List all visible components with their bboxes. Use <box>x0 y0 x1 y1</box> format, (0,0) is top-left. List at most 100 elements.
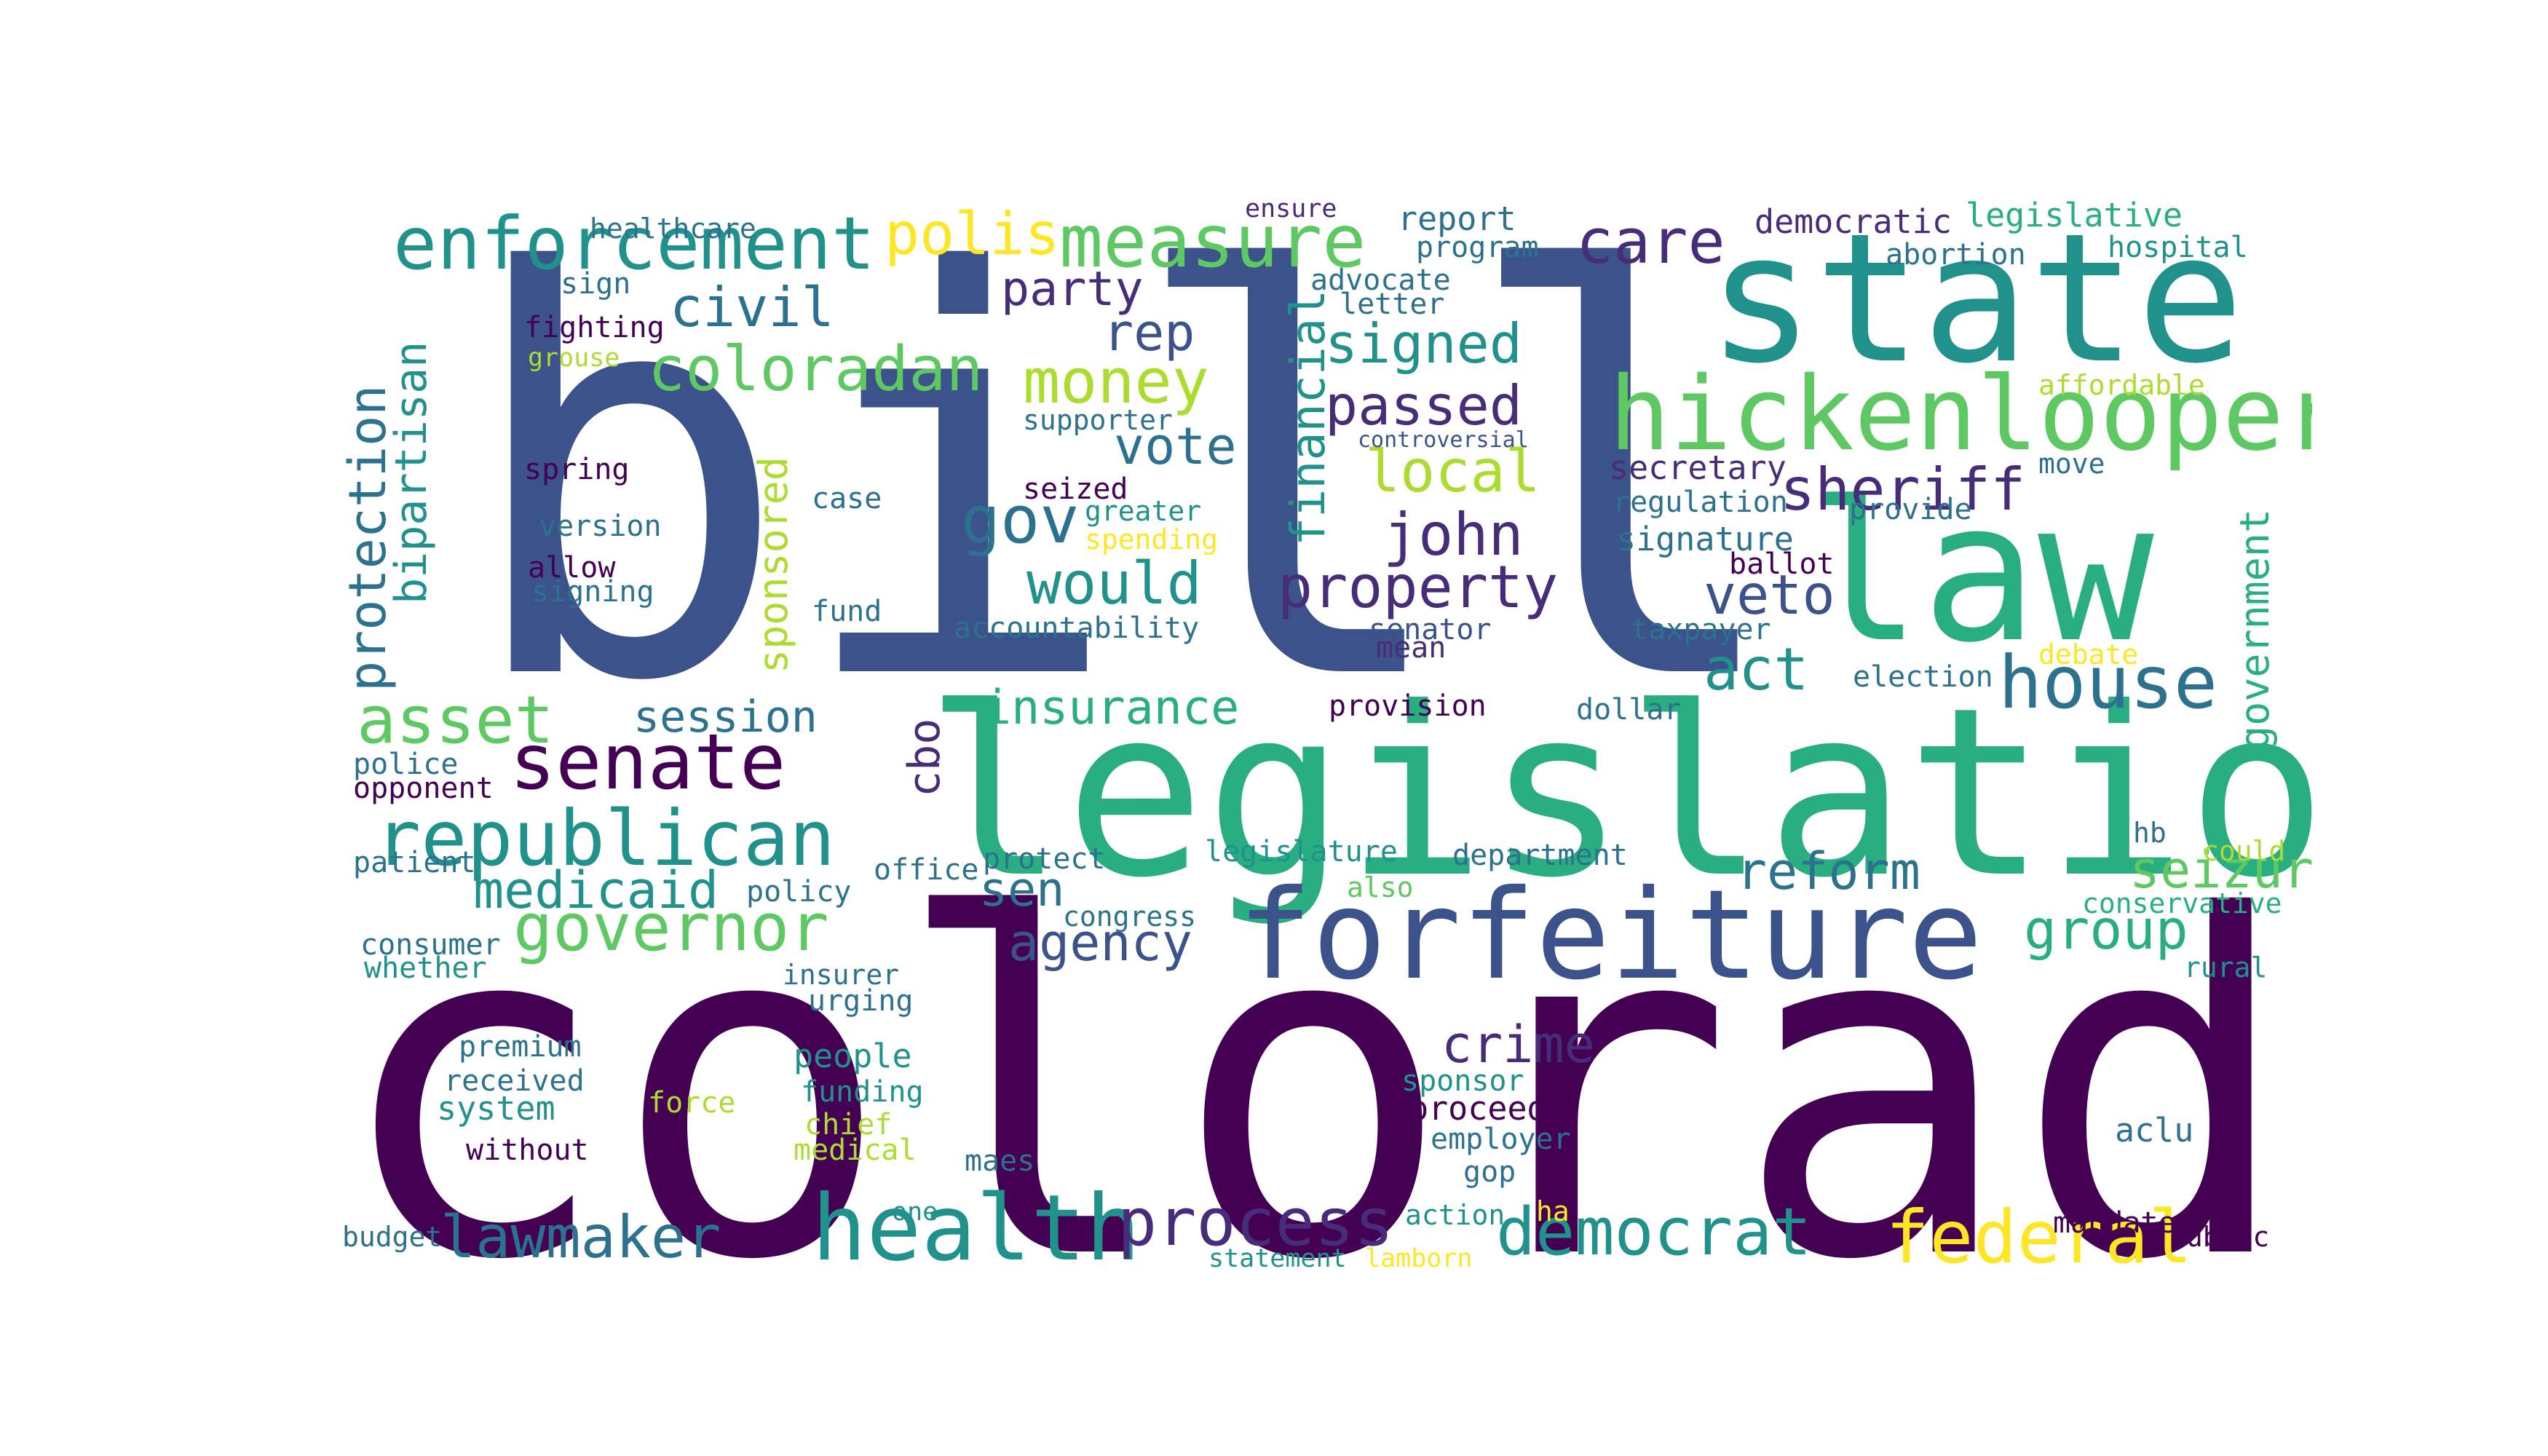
word-supporter: supporter <box>1023 404 1173 436</box>
word-bipartisan: bipartisan <box>386 341 437 604</box>
word-veto: veto <box>1704 563 1835 627</box>
word-medical: medical <box>794 1133 917 1167</box>
word-system: system <box>437 1089 555 1128</box>
word-group: group <box>2024 898 2188 962</box>
word-spending: spending <box>1085 523 1219 555</box>
word-democrat: democrat <box>1496 1194 1812 1270</box>
word-republican: republican <box>375 794 836 883</box>
word-care: care <box>1576 206 1725 278</box>
word-provide: provide <box>1849 493 1972 526</box>
word-lamborn: lamborn <box>1365 1244 1473 1273</box>
word-move: move <box>2038 448 2105 480</box>
word-spring: spring <box>524 453 630 486</box>
word-maes: maes <box>965 1144 1035 1178</box>
word-asset: asset <box>357 682 554 759</box>
word-chief: chief <box>804 1108 893 1142</box>
word-lawmaker: lawmaker <box>440 1203 721 1271</box>
word-people: people <box>794 1037 912 1075</box>
word-health: health <box>812 1176 1141 1281</box>
word-abortion: abortion <box>1886 238 2026 272</box>
word-accountability: accountability <box>954 612 1200 645</box>
word-financial: financial <box>1281 289 1336 546</box>
word-employer: employer <box>1431 1123 1571 1156</box>
word-forfeiture: forfeiture <box>1238 863 1983 1008</box>
word-hb: hb <box>2133 817 2167 849</box>
word-budget: budget <box>342 1221 443 1253</box>
word-opponent: opponent <box>353 772 494 805</box>
word-signed: signed <box>1325 312 1522 376</box>
word-election: election <box>1853 660 1993 694</box>
word-colorado: colorado <box>331 819 2312 1304</box>
word-rep: rep <box>1103 303 1195 363</box>
word-democratic: democratic <box>1754 202 1952 241</box>
word-patient: patient <box>353 846 476 879</box>
word-taxpayer: taxpayer <box>1631 613 1771 646</box>
word-office: office <box>874 853 979 887</box>
word-healthcare: healthcare <box>590 213 756 245</box>
word-measure: measure <box>1059 199 1366 284</box>
word-regulation: regulation <box>1613 486 1788 519</box>
word-action: action <box>1405 1199 1506 1231</box>
word-public: public <box>2169 1221 2270 1253</box>
word-without: without <box>466 1133 589 1167</box>
word-party: party <box>1001 262 1144 317</box>
word-case: case <box>812 482 882 515</box>
word-also: also <box>1347 871 1414 903</box>
word-passed: passed <box>1325 373 1522 438</box>
word-sheriff: sheriff <box>1780 456 2026 523</box>
word-federal: federal <box>1886 1195 2193 1280</box>
word-department: department <box>1452 839 1628 872</box>
word-civil: civil <box>670 275 834 339</box>
word-dollar: dollar <box>1576 693 1682 727</box>
word-conservative: conservative <box>2082 887 2282 919</box>
word-greater: greater <box>1085 495 1202 527</box>
word-seized: seized <box>1023 472 1128 506</box>
word-fund: fund <box>812 595 882 628</box>
word-ensure: ensure <box>1245 198 1337 223</box>
word-protect: protect <box>983 842 1106 876</box>
word-version: version <box>539 510 662 543</box>
word-legislative: legislative <box>1966 198 2183 234</box>
word-consumer: consumer <box>360 928 501 962</box>
word-funding: funding <box>801 1075 924 1109</box>
word-gop: gop <box>1463 1155 1516 1189</box>
word-ballot: ballot <box>1729 547 1835 581</box>
word-mandate: mandate <box>2053 1206 2176 1240</box>
word-one: one <box>892 1198 938 1227</box>
word-sponsor: sponsor <box>1401 1064 1524 1098</box>
word-police: police <box>353 748 459 781</box>
word-statement: statement <box>1208 1244 1347 1273</box>
word-signature: signature <box>1616 520 1794 558</box>
word-cbo: cbo <box>899 718 950 797</box>
word-john: john <box>1383 501 1524 569</box>
word-rural: rural <box>2184 951 2268 984</box>
word-insurer: insurer <box>783 959 900 991</box>
word-controversial: controversial <box>1358 427 1529 453</box>
word-bill: bill <box>459 198 1792 802</box>
word-medicaid: medicaid <box>473 860 719 920</box>
word-hickenlooper: hickenlooper <box>1609 355 2312 474</box>
word-gov: gov <box>961 482 1080 558</box>
word-fighting: fighting <box>524 311 665 344</box>
word-agency: agency <box>1008 913 1192 973</box>
word-aclu: aclu <box>2115 1111 2194 1150</box>
word-law: law <box>1805 461 2154 685</box>
word-policy: policy <box>746 875 852 909</box>
word-congress: congress <box>1063 901 1197 933</box>
word-act: act <box>1704 636 1809 703</box>
word-ha: ha <box>1536 1195 1570 1227</box>
word-polis: polis <box>885 200 1060 268</box>
word-money: money <box>1023 346 1209 418</box>
word-proceeds: proceeds <box>1409 1089 1567 1128</box>
word-force: force <box>648 1086 736 1120</box>
word-cloud: billcoloradolegislation state law forfeitur… <box>329 198 2312 1303</box>
word-vote: vote <box>1114 416 1237 476</box>
word-insurance: insurance <box>983 681 1240 735</box>
word-received: received <box>444 1064 585 1098</box>
word-signing: signing <box>531 575 654 609</box>
word-affordable: affordable <box>2038 369 2205 401</box>
word-premium: premium <box>459 1030 582 1064</box>
word-whether: whether <box>364 951 487 985</box>
word-mean: mean <box>1376 631 1447 665</box>
word-would: would <box>1026 550 1202 617</box>
